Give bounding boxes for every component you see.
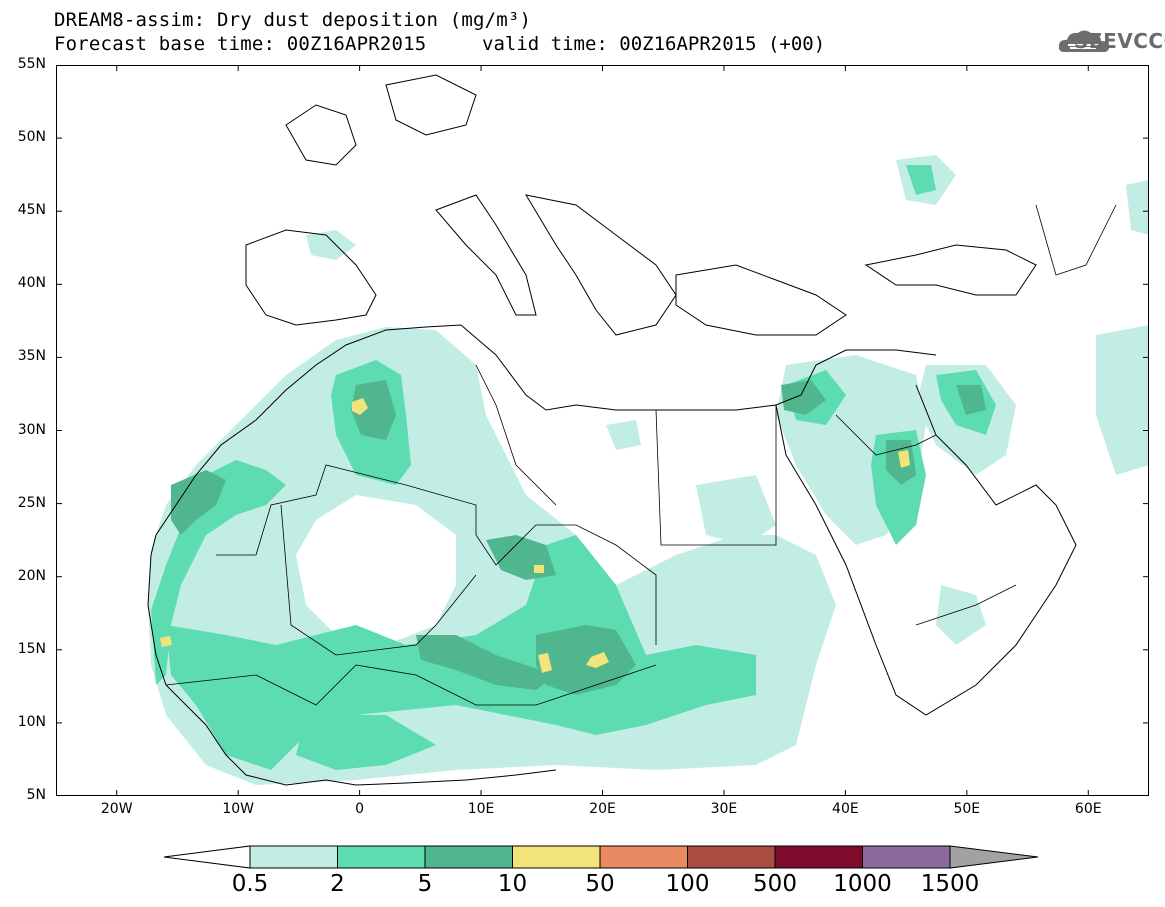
colorbar-label: 0.5 — [231, 871, 269, 897]
coastlines — [147, 74, 1077, 786]
lat-label: 30N — [17, 421, 46, 438]
lat-label: 15N — [17, 640, 46, 657]
lon-label: 50E — [953, 801, 981, 817]
lat-label: 10N — [17, 713, 46, 730]
colorbar-label: 1000 — [833, 871, 892, 897]
lon-label: 20E — [589, 801, 616, 817]
lon-label: 30E — [710, 801, 738, 817]
lat-label: 20N — [17, 567, 46, 584]
map-title: DREAM8-assim: Dry dust deposition (mg/m³… — [54, 9, 532, 31]
lat-label: 55N — [17, 56, 46, 72]
colorbar-label: 2 — [330, 871, 345, 897]
lon-label: 40E — [832, 801, 859, 817]
lat-label: 5N — [26, 787, 46, 803]
colorbar-segment — [337, 845, 426, 869]
colorbar-segment — [512, 845, 601, 869]
colorbar — [163, 845, 1039, 869]
colorbar-label: 500 — [753, 871, 797, 897]
lon-label: 20W — [100, 801, 133, 817]
colorbar-label: 5 — [417, 871, 433, 897]
colorbar-label: 50 — [585, 871, 615, 897]
country-borders — [165, 204, 1117, 706]
lon-label: 60E — [1074, 801, 1102, 817]
colorbar-segment — [687, 845, 776, 869]
colorbar-segment — [774, 845, 863, 869]
lat-label: 40N — [17, 275, 46, 292]
colorbar-min-arrow — [163, 845, 251, 869]
lat-label: 50N — [17, 129, 46, 146]
lon-label: 0 — [355, 801, 365, 817]
lat-label: 35N — [17, 348, 46, 365]
colorbar-segment — [424, 845, 513, 869]
dust-deposition-map — [56, 65, 1149, 796]
colorbar-label: 10 — [497, 871, 528, 897]
colorbar-label: 1500 — [920, 871, 980, 897]
logo-text: SEEVCCC — [1074, 29, 1165, 53]
valid-time: valid time: 00Z16APR2015 (+00) — [482, 33, 826, 55]
lat-label: 45N — [17, 202, 46, 219]
colorbar-max-arrow — [949, 845, 1039, 869]
colorbar-label: 100 — [665, 871, 710, 897]
colorbar-segment — [599, 845, 688, 869]
colorbar-segment — [249, 845, 338, 869]
lat-label: 25N — [17, 494, 46, 511]
deposition-level-10 — [160, 398, 910, 673]
colorbar-segment — [862, 845, 951, 869]
forecast-base-time: Forecast base time: 00Z16APR2015 — [54, 33, 427, 55]
lon-label: 10E — [467, 801, 495, 817]
seevccc-cloud-logo-icon — [1058, 30, 1110, 53]
lon-label: 10W — [222, 801, 254, 817]
